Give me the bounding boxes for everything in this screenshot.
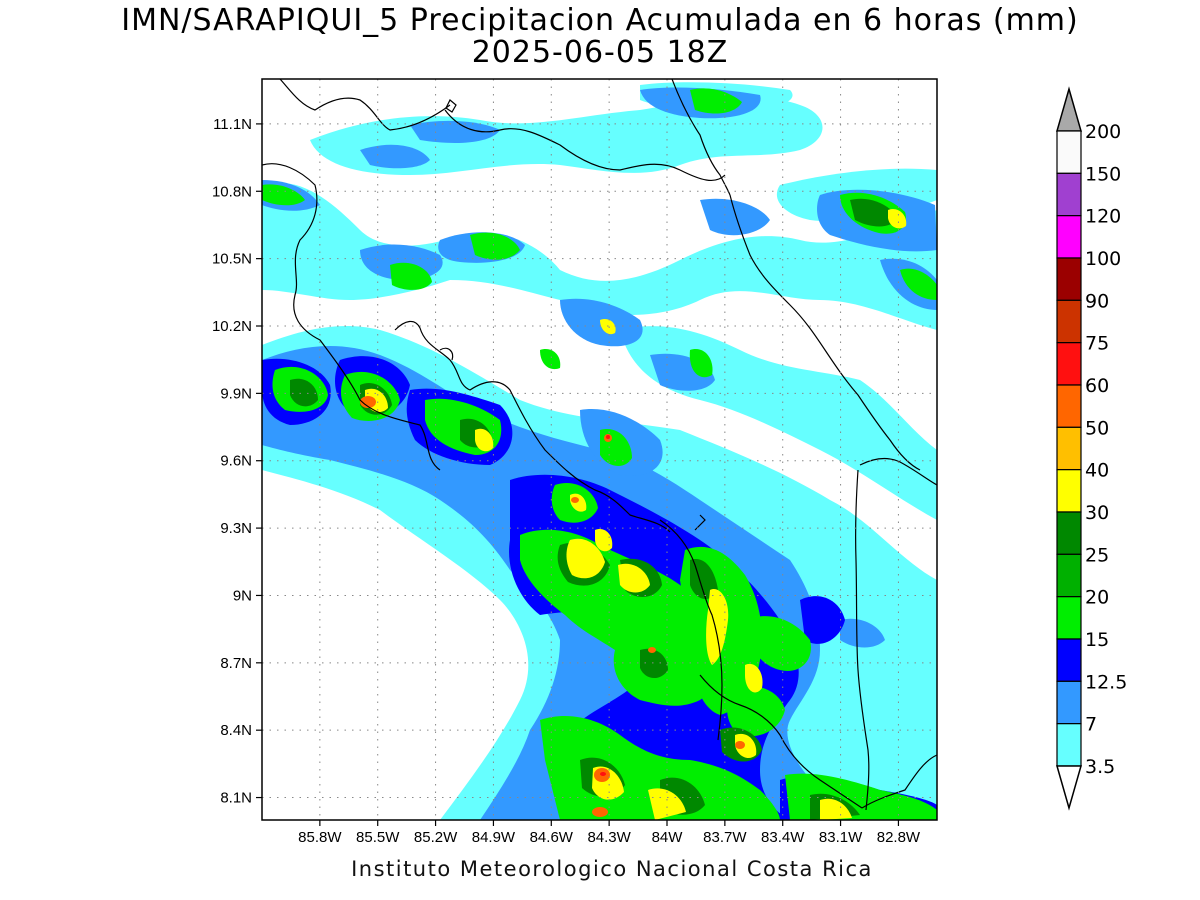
colorbar-label: 3.5: [1085, 756, 1115, 778]
colorbar-label: 100: [1085, 248, 1121, 270]
colorbar-label: 50: [1085, 417, 1109, 439]
colorbar-swatch: [1056, 215, 1082, 259]
coastlines-and-borders: [262, 79, 937, 811]
latitude-axis: 11.1N 10.8N 10.5N 10.2N 9.9N 9.6N 9.3N 9N 8.7N 8.…: [212, 116, 262, 807]
lon-tick-label: 84.3W: [587, 829, 631, 846]
colorbar-label: 30: [1085, 502, 1109, 524]
colorbar-swatch: [1056, 426, 1082, 471]
colorbar-label: 40: [1085, 460, 1109, 482]
colorbar-label: 60: [1085, 375, 1109, 397]
precip-layer-red: [600, 435, 610, 776]
colorbar-legend: 200 150 120 100 90 75 60 50 40 30 25 20 15 12.5 7 3.5: [1056, 86, 1127, 811]
colorbar-swatch: [1056, 257, 1082, 301]
lat-tick-label: 9N: [233, 587, 252, 604]
colorbar-label: 120: [1085, 206, 1121, 228]
lon-tick-label: 84.9W: [472, 829, 516, 846]
precipitation-field: [262, 79, 937, 820]
colorbar-label: 25: [1085, 544, 1109, 566]
lon-tick-label: 85.8W: [298, 829, 342, 846]
map-plot-area: 11.1N 10.8N 10.5N 10.2N 9.9N 9.6N 9.3N 9N 8.7N 8.…: [212, 78, 938, 846]
colorbar-swatch: [1056, 130, 1082, 174]
lat-tick-label: 9.3N: [220, 520, 252, 537]
lat-tick-label: 9.6N: [220, 453, 252, 470]
colorbar-swatch: [1056, 638, 1082, 682]
lat-tick-label: 8.7N: [220, 655, 252, 672]
colorbar-swatch: [1056, 384, 1082, 428]
colorbar-swatch: [1056, 596, 1082, 640]
lat-tick-label: 10.8N: [212, 183, 252, 200]
colorbar-label: 90: [1085, 290, 1109, 312]
colorbar-label: 200: [1085, 121, 1121, 143]
colorbar-label: 75: [1085, 333, 1109, 355]
plot-border: [261, 78, 938, 821]
lon-tick-label: 83.1W: [819, 829, 863, 846]
colorbar-swatch: [1056, 680, 1082, 725]
colorbar-swatch: [1056, 469, 1082, 513]
longitude-axis: 85.8W 85.5W 85.2W 84.9W 84.6W 84.3W 84W 83.7W 83…: [298, 820, 921, 846]
colorbar-overflow-arrow: [1056, 86, 1082, 132]
colorbar-swatch: [1056, 511, 1082, 555]
map-title: IMN/SARAPIQUI_5 Precipitacion Acumulada …: [121, 3, 1078, 38]
lon-tick-label: 82.8W: [877, 829, 921, 846]
colorbar-label: 7: [1085, 714, 1097, 736]
map-subtitle: 2025-06-05 18Z: [472, 35, 729, 70]
map-gridlines: [262, 79, 937, 820]
lat-tick-label: 11.1N: [213, 116, 252, 133]
colorbar-label: 15: [1085, 629, 1109, 651]
colorbar-label: 12.5: [1085, 671, 1127, 693]
lat-tick-label: 10.5N: [212, 251, 252, 268]
footer-credit: Instituto Meteorologico Nacional Costa R…: [351, 857, 873, 881]
colorbar-underflow-arrow: [1056, 765, 1082, 811]
lon-tick-label: 83.4W: [761, 829, 805, 846]
colorbar-label: 20: [1085, 587, 1109, 609]
lat-tick-label: 10.2N: [212, 318, 252, 335]
lon-tick-label: 85.5W: [356, 829, 400, 846]
colorbar-swatch: [1056, 342, 1082, 386]
lon-tick-label: 85.2W: [414, 829, 458, 846]
lon-tick-label: 83.7W: [703, 829, 747, 846]
colorbar-swatch: [1056, 172, 1082, 217]
lat-tick-label: 9.9N: [220, 385, 252, 402]
lon-tick-label: 84W: [652, 829, 684, 846]
colorbar-swatch: [1056, 723, 1082, 767]
colorbar-label: 150: [1085, 163, 1121, 185]
colorbar-swatch: [1056, 299, 1082, 344]
lon-tick-label: 84.6W: [530, 829, 574, 846]
lat-tick-label: 8.4N: [220, 722, 252, 739]
colorbar-swatch: [1056, 553, 1082, 598]
lat-tick-label: 8.1N: [220, 790, 252, 807]
